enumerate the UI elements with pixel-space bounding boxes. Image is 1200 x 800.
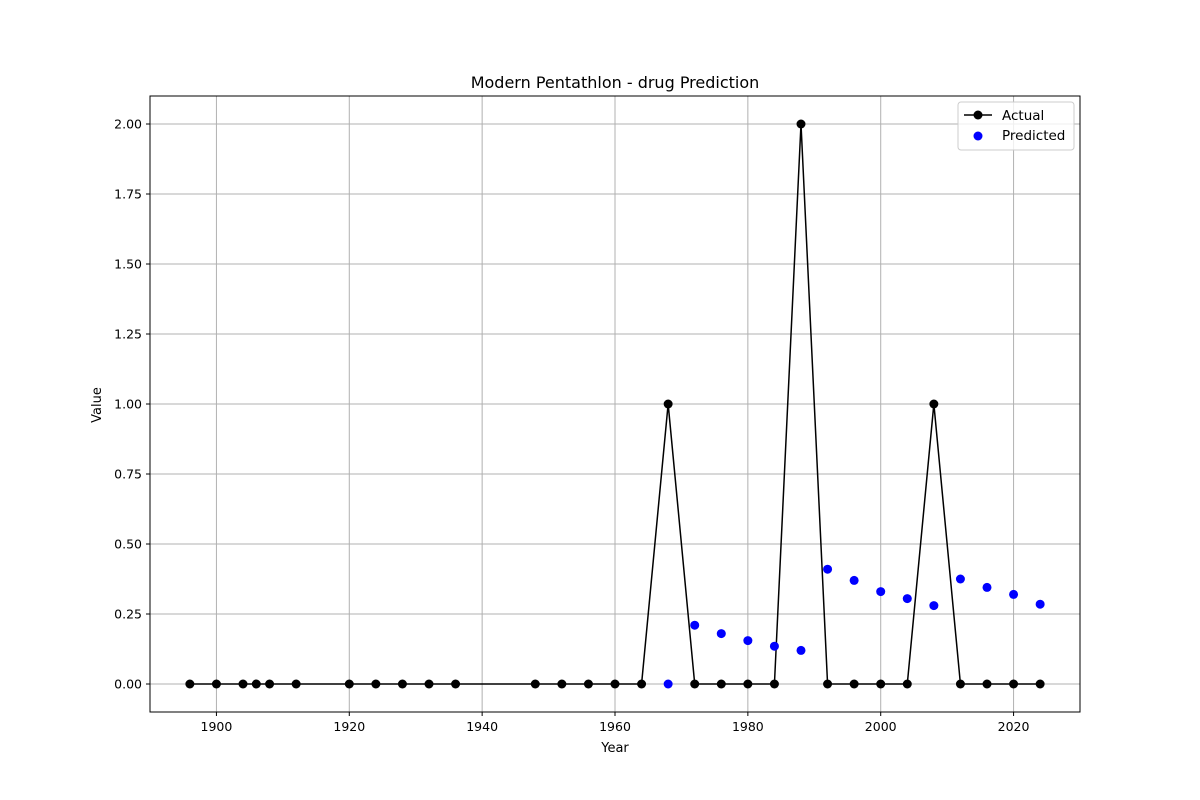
predicted-point: [716, 629, 726, 639]
legend-actual-label: Actual: [1002, 108, 1044, 124]
predicted-point: [929, 601, 939, 611]
predicted-point: [663, 679, 673, 689]
legend-actual-marker: [973, 110, 983, 120]
predicted-point: [690, 620, 700, 630]
actual-point: [769, 679, 779, 689]
legend: Actual Predicted: [957, 101, 1075, 151]
x-tick-label: 2020: [998, 719, 1030, 734]
actual-point: [716, 679, 726, 689]
chart-title: Modern Pentathlon - drug Prediction: [471, 73, 760, 92]
grid: [150, 96, 1080, 712]
actual-point: [397, 679, 407, 689]
actual-point: [690, 679, 700, 689]
actual-point: [955, 679, 965, 689]
predicted-point: [876, 587, 886, 597]
predicted-point: [849, 575, 859, 585]
plot-frame: [149, 95, 1081, 713]
predicted-point: [955, 574, 965, 584]
x-axis-ticks: 1900 1920 1940 1960 1980 2000 2020: [201, 712, 1030, 734]
actual-point: [849, 679, 859, 689]
actual-point: [185, 679, 195, 689]
x-tick-label: 1940: [466, 719, 498, 734]
legend-box: [957, 101, 1075, 151]
actual-point: [982, 679, 992, 689]
y-tick-label: 1.00: [114, 397, 142, 412]
series-actual: [185, 119, 1045, 689]
y-tick-label: 1.25: [114, 327, 142, 342]
actual-point: [424, 679, 434, 689]
predicted-point: [796, 645, 806, 655]
x-tick-label: 2000: [865, 719, 897, 734]
actual-point: [929, 399, 939, 409]
x-tick-label: 1920: [333, 719, 365, 734]
actual-point: [743, 679, 753, 689]
actual-point: [344, 679, 354, 689]
actual-point: [902, 679, 912, 689]
actual-point: [796, 119, 806, 129]
y-tick-label: 0.75: [114, 467, 142, 482]
actual-point: [1035, 679, 1045, 689]
x-axis-label: Year: [600, 741, 629, 756]
y-tick-label: 2.00: [114, 117, 142, 132]
actual-point: [211, 679, 221, 689]
actual-point: [583, 679, 593, 689]
actual-point: [876, 679, 886, 689]
y-tick-label: 1.50: [114, 257, 142, 272]
predicted-point: [982, 582, 992, 592]
predicted-point: [823, 564, 833, 574]
legend-predicted-label: Predicted: [1002, 128, 1065, 144]
y-tick-label: 0.50: [114, 537, 142, 552]
actual-point: [557, 679, 567, 689]
legend-predicted-marker: [973, 131, 983, 141]
actual-point: [823, 679, 833, 689]
actual-point: [637, 679, 647, 689]
y-axis-label: Value: [90, 387, 105, 423]
actual-point: [663, 399, 673, 409]
actual-point: [371, 679, 381, 689]
actual-point: [265, 679, 275, 689]
x-tick-label: 1900: [201, 719, 233, 734]
x-tick-label: 1960: [599, 719, 631, 734]
actual-point: [530, 679, 540, 689]
actual-point: [451, 679, 461, 689]
predicted-point: [769, 641, 779, 651]
series-predicted: [663, 564, 1045, 689]
actual-point: [291, 679, 301, 689]
predicted-point: [902, 594, 912, 604]
actual-point: [1009, 679, 1019, 689]
predicted-point: [743, 636, 753, 646]
y-axis-ticks: 0.00 0.25 0.50 0.75 1.00 1.25 1.50 1.75 2.00: [114, 117, 150, 692]
x-tick-label: 1980: [732, 719, 764, 734]
y-tick-label: 0.00: [114, 677, 142, 692]
actual-point: [610, 679, 620, 689]
actual-point: [238, 679, 248, 689]
y-tick-label: 0.25: [114, 607, 142, 622]
actual-point: [251, 679, 261, 689]
predicted-point: [1035, 599, 1045, 609]
predicted-point: [1009, 589, 1019, 599]
y-tick-label: 1.75: [114, 187, 142, 202]
